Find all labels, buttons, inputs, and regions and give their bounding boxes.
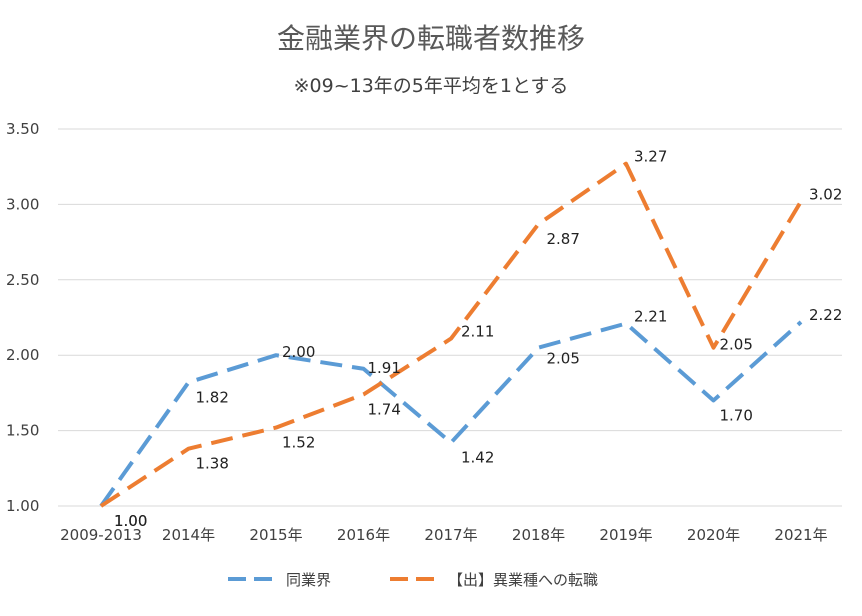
chart-title: 金融業界の転職者数推移	[277, 22, 585, 55]
legend-label: 同業界	[286, 571, 331, 589]
x-tick-label: 2021年	[774, 526, 827, 544]
y-tick-label: 1.50	[6, 422, 39, 440]
series-line	[99, 320, 803, 508]
y-tick-label: 3.00	[6, 195, 39, 213]
x-tick-label: 2016年	[337, 526, 390, 544]
y-tick-label: 2.00	[6, 346, 39, 364]
gridlines	[58, 128, 842, 507]
x-tick-label: 2020年	[687, 526, 740, 544]
axis-labels: 1.00 1.50 2.00 2.50 3.00 3.50 2009-2013 2014年 20…	[6, 120, 828, 544]
legend: 同業界 【出】異業種への転職	[228, 571, 598, 589]
data-label: 2.00	[282, 343, 315, 361]
x-tick-label: 2019年	[599, 526, 652, 544]
data-label: 1.00	[114, 512, 147, 530]
data-label: 2.11	[461, 323, 494, 341]
data-labels: 1.001.822.001.911.422.052.211.702.221.00…	[114, 148, 842, 530]
data-label: 1.52	[282, 434, 315, 452]
legend-label: 【出】異業種への転職	[448, 571, 598, 589]
data-label: 3.27	[634, 148, 667, 166]
x-tick-label: 2009-2013	[60, 526, 142, 544]
data-label: 1.70	[720, 406, 753, 424]
x-tick-label: 2017年	[424, 526, 477, 544]
data-label: 1.82	[196, 388, 229, 406]
y-tick-label: 3.50	[6, 120, 39, 138]
y-tick-label: 2.50	[6, 271, 39, 289]
data-label: 1.74	[368, 400, 401, 418]
series-line	[99, 161, 803, 508]
series-lines	[99, 161, 803, 508]
data-label: 1.91	[368, 359, 401, 377]
data-label: 2.05	[720, 336, 753, 354]
data-label: 2.87	[547, 230, 580, 248]
y-tick-label: 1.00	[6, 497, 39, 515]
x-tick-label: 2015年	[249, 526, 302, 544]
data-label: 1.42	[461, 449, 494, 467]
x-tick-label: 2014年	[162, 526, 215, 544]
chart-subtitle: ※09~13年の5年平均を1とする	[294, 75, 569, 97]
data-label: 1.38	[196, 455, 229, 473]
x-tick-label: 2018年	[512, 526, 565, 544]
data-label: 2.05	[547, 350, 580, 368]
data-label: 2.22	[809, 306, 842, 324]
data-label: 2.21	[634, 308, 667, 326]
data-label: 3.02	[809, 185, 842, 203]
data-label: 1.00	[114, 512, 147, 530]
